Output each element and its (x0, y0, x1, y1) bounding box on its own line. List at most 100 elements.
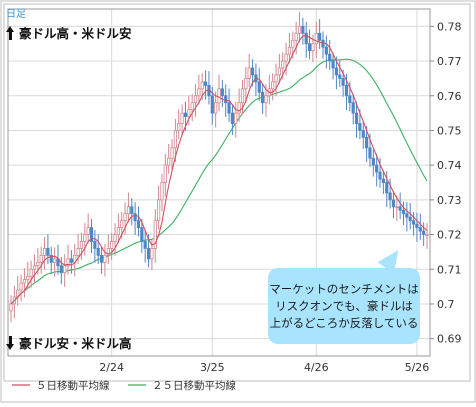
candle-up (123, 213, 127, 222)
y-tick-label: 0.78 (437, 20, 462, 33)
ma5-line-group (10, 34, 428, 305)
candle-up (29, 268, 33, 277)
candle-down (89, 227, 94, 242)
candle-up (314, 32, 318, 45)
candle-down (46, 248, 50, 256)
candle-up (163, 164, 167, 183)
candle-down (368, 147, 372, 159)
candle-up (287, 46, 292, 55)
candle-up (294, 32, 298, 41)
candle-up (200, 81, 204, 90)
candle-down (59, 265, 63, 274)
candle-down (344, 84, 349, 97)
candle-up (157, 199, 161, 222)
candle-up (425, 234, 429, 236)
ma5-line (10, 34, 428, 305)
up-direction-label: 豪ドル高・米ドル安 (6, 23, 132, 42)
y-axis-ticks: 0.69 0.7 0.71 0.72 0.73 0.74 0.75 0.76 0.77 0.78 (430, 20, 462, 346)
candle-down (220, 88, 224, 97)
candle-up (110, 241, 114, 249)
down-direction-label: 豪ドル安・米ドル高 (6, 333, 132, 352)
y-tick-label: 0.71 (437, 263, 462, 276)
candle-down (348, 95, 352, 104)
annotation-callout: マーケットのセンチメントは リスクオンでも、豪ドルは 上がるどころか反落している (268, 268, 420, 344)
candle-down (49, 254, 53, 263)
candle-up (177, 123, 181, 131)
y-tick-label: 0.72 (437, 229, 462, 242)
down-direction-text: 豪ドル安・米ドル高 (19, 336, 132, 351)
candle-up (197, 88, 201, 97)
candle-down (143, 241, 147, 249)
candle-up (19, 282, 23, 291)
y-tick-label: 0.74 (437, 159, 462, 172)
candle-up (153, 220, 157, 249)
candle-up (217, 88, 221, 104)
y-tick-label: 0.7 (437, 298, 455, 311)
candle-down (415, 223, 419, 229)
candle-up (281, 60, 285, 69)
candle-up (234, 112, 238, 124)
candle-up (26, 275, 30, 281)
candle-up (297, 25, 302, 34)
candle-up (291, 39, 295, 48)
x-tick-label: 2/24 (99, 361, 124, 374)
arrow-up-icon (6, 25, 15, 40)
candle-down (93, 241, 97, 249)
candle-up (187, 109, 191, 117)
candle-up (284, 53, 288, 62)
annotation-line-1: マーケットのセンチメントは (269, 281, 419, 296)
y-tick-label: 0.77 (437, 55, 462, 68)
candle-down (351, 102, 355, 114)
candle-up (113, 234, 117, 242)
candle-up (240, 88, 245, 104)
candle-down (224, 95, 228, 104)
plot-area (7, 8, 431, 357)
candle-down (130, 206, 134, 215)
candle-up (66, 258, 70, 267)
candle-down (391, 199, 396, 208)
candle-down (96, 248, 100, 256)
candle-down (257, 81, 261, 93)
candle-up (106, 248, 110, 256)
candle-down (385, 182, 389, 194)
candle-up (36, 261, 40, 267)
ma25-line-group (10, 58, 428, 305)
candle-up (193, 95, 198, 104)
candle-down (99, 254, 104, 263)
candle-down (378, 171, 382, 180)
annotation-line-2: リスクオンでも、豪ドルは (275, 298, 413, 313)
candle-up (167, 157, 171, 166)
candle-up (160, 182, 164, 201)
candle-up (63, 265, 67, 274)
candle-up (126, 206, 131, 215)
candle-down (381, 178, 385, 183)
candle-up (271, 81, 275, 90)
candle-up (42, 248, 47, 256)
candle-up (274, 74, 278, 83)
candle-down (203, 81, 208, 86)
candle-up (9, 303, 13, 312)
candle-up (76, 248, 80, 256)
candle-down (133, 213, 137, 222)
legend: ５日移動平均線 ２５日移動平均線 (12, 379, 236, 392)
candle-up (150, 248, 154, 260)
candle-down (371, 157, 375, 166)
candle-down (338, 74, 342, 79)
candle-down (230, 112, 235, 124)
candle-up (214, 102, 218, 114)
legend-ma25-label: ２５日移動平均線 (152, 379, 236, 392)
candle-up (39, 254, 43, 263)
candle-down (422, 230, 426, 235)
annotation-line-3: 上がるどころか反落している (269, 315, 419, 330)
candle-up (173, 130, 177, 149)
x-axis-ticks: 2/24 3/25 4/26 5/26 (99, 361, 429, 374)
legend-ma5-label: ５日移動平均線 (36, 379, 110, 392)
ma25-line (10, 58, 428, 305)
candle-up (120, 220, 124, 229)
candle-up (32, 265, 37, 270)
candle-down (136, 220, 141, 229)
candle-up (86, 227, 90, 235)
period-label: 日足 (6, 8, 26, 20)
